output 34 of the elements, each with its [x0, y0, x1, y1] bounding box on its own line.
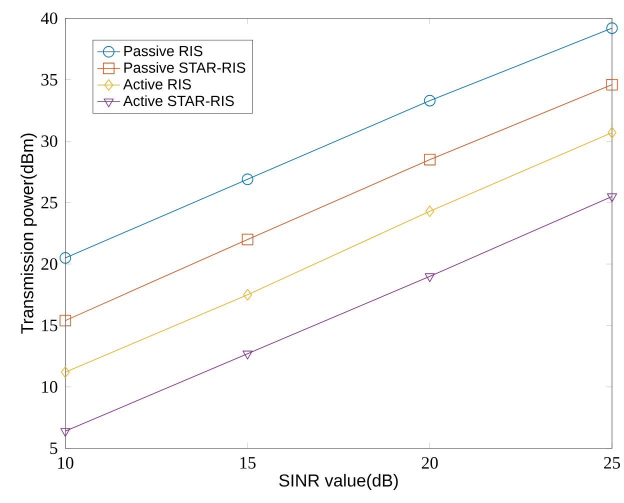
point	[60, 252, 72, 264]
point	[424, 154, 436, 166]
point	[606, 22, 618, 34]
legend-label: Active STAR-RIS	[123, 95, 234, 106]
x-tick-label: 25	[604, 457, 620, 469]
x-tick-label: 15	[240, 457, 256, 469]
y-tick-label: 35	[41, 74, 58, 86]
legend-label: Active RIS	[123, 78, 191, 90]
y-tick-label: 15	[42, 320, 58, 332]
point	[60, 366, 70, 378]
point	[425, 205, 434, 217]
y-tick-label: 30	[41, 135, 58, 148]
y-tick-label: 10	[42, 381, 58, 393]
y-tick-label: 25	[41, 196, 58, 208]
x-tick-label: 10	[58, 457, 74, 469]
point	[608, 126, 616, 138]
point	[606, 193, 618, 202]
y-tick-label: 5	[50, 442, 58, 454]
y-tick-label: 20	[41, 258, 58, 270]
point	[60, 314, 72, 326]
x-axis-title: SINR value(dB)	[279, 474, 398, 490]
point	[242, 234, 254, 246]
point	[243, 289, 252, 300]
point	[242, 350, 253, 360]
point	[60, 428, 70, 437]
legend-label: Passive STAR-RIS	[124, 62, 246, 73]
point	[424, 273, 435, 282]
point	[424, 94, 436, 106]
legend-label: Passive RIS	[124, 45, 202, 56]
point	[606, 78, 618, 90]
point	[242, 174, 254, 186]
y-tick-label: 40	[40, 12, 58, 24]
x-tick-label: 20	[422, 457, 438, 469]
y-axis-title: Transmission power(dBm)	[20, 134, 37, 334]
